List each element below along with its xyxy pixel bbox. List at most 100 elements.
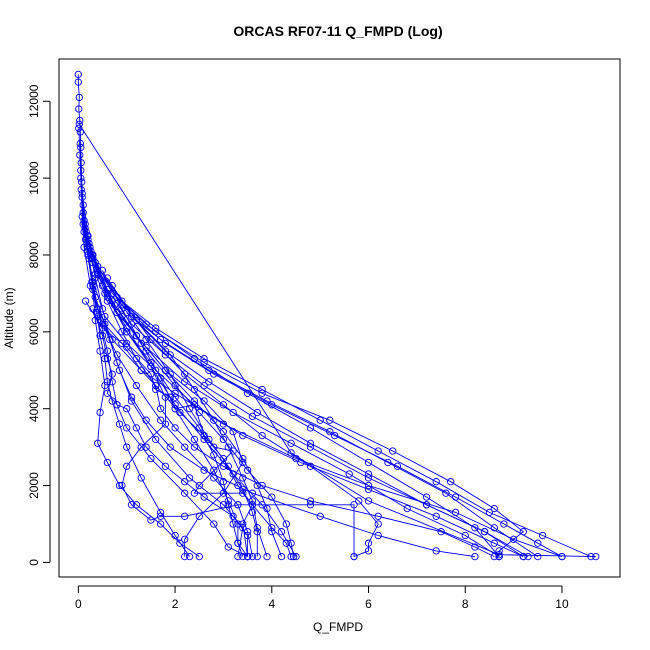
- data-point: [147, 516, 155, 524]
- data-point: [253, 552, 261, 561]
- data-point: [432, 478, 440, 486]
- data-point: [306, 443, 315, 451]
- data-point: [74, 78, 82, 86]
- data-point: [181, 535, 189, 543]
- data-point: [103, 378, 112, 386]
- data-point: [113, 293, 121, 301]
- data-point: [364, 470, 373, 478]
- data-point: [156, 374, 165, 382]
- data-point: [103, 355, 112, 363]
- data-point: [81, 224, 89, 232]
- data-point: [219, 401, 228, 409]
- data-point: [451, 493, 460, 501]
- data-point: [75, 105, 83, 113]
- data-point: [432, 547, 440, 555]
- data-point: [234, 481, 242, 490]
- data-point: [79, 209, 87, 217]
- series-line-1: [78, 124, 596, 558]
- x-tick-label: 0: [75, 597, 82, 611]
- data-point: [98, 332, 107, 340]
- data-point: [113, 351, 121, 359]
- data-point: [103, 297, 112, 305]
- data-point: [258, 431, 266, 440]
- data-point: [152, 328, 160, 336]
- data-point: [210, 370, 218, 378]
- y-tick-label: 0: [27, 559, 41, 566]
- data-point: [185, 474, 194, 482]
- data-point: [137, 366, 145, 374]
- data-point: [364, 497, 373, 505]
- data-point: [113, 308, 121, 317]
- data-point: [78, 212, 86, 221]
- data-point: [350, 501, 358, 509]
- data-point: [152, 366, 160, 374]
- data-point: [108, 378, 116, 386]
- data-point: [152, 385, 160, 394]
- data-point: [200, 381, 208, 390]
- data-point: [171, 393, 179, 401]
- data-point: [103, 458, 112, 467]
- data-point: [219, 454, 228, 463]
- data-point: [287, 449, 295, 457]
- data-point: [210, 466, 218, 474]
- data-point: [534, 539, 542, 547]
- data-point: [98, 305, 107, 313]
- series-line-25: [116, 296, 525, 557]
- data-point: [200, 355, 208, 363]
- data-point: [331, 431, 339, 440]
- data-point: [132, 381, 141, 390]
- data-point: [224, 501, 232, 509]
- data-point: [224, 443, 232, 451]
- data-point: [243, 466, 252, 474]
- data-point: [306, 439, 315, 447]
- data-point: [229, 428, 237, 436]
- data-point: [224, 497, 232, 505]
- data-point: [277, 528, 286, 536]
- data-point: [268, 524, 276, 532]
- data-point: [500, 520, 508, 528]
- data-point: [156, 335, 165, 344]
- data-point: [205, 378, 213, 386]
- data-point: [374, 447, 382, 455]
- data-point: [190, 397, 199, 405]
- data-point: [253, 528, 261, 536]
- data-point: [75, 124, 83, 132]
- data-point: [171, 401, 179, 409]
- data-point: [316, 416, 324, 424]
- data-point: [437, 528, 445, 536]
- data-point: [374, 531, 382, 540]
- data-point: [509, 535, 518, 543]
- data-point: [123, 405, 131, 413]
- data-point: [292, 552, 300, 561]
- data-point: [98, 324, 107, 332]
- data-point: [181, 378, 189, 386]
- data-point: [471, 552, 479, 561]
- data-point: [219, 435, 228, 444]
- series-line-24: [104, 293, 355, 557]
- data-point: [142, 343, 150, 351]
- data-point: [181, 370, 189, 378]
- data-point: [96, 316, 104, 324]
- data-point: [253, 408, 261, 417]
- data-point: [103, 274, 112, 282]
- data-point: [94, 305, 102, 313]
- data-point: [161, 351, 170, 359]
- data-point: [87, 247, 95, 255]
- data-point: [176, 539, 184, 547]
- series-line-29: [92, 308, 249, 557]
- data-point: [81, 297, 90, 305]
- data-point: [195, 481, 203, 490]
- data-point: [229, 470, 237, 478]
- data-point: [190, 385, 199, 394]
- data-point: [471, 543, 479, 551]
- data-point: [89, 305, 97, 313]
- data-point: [224, 543, 232, 551]
- data-point: [156, 405, 165, 413]
- data-point: [115, 420, 124, 428]
- series-lines: [77, 74, 596, 558]
- data-point: [89, 255, 97, 263]
- data-point: [118, 312, 126, 321]
- data-point: [147, 335, 155, 344]
- data-point: [447, 478, 455, 486]
